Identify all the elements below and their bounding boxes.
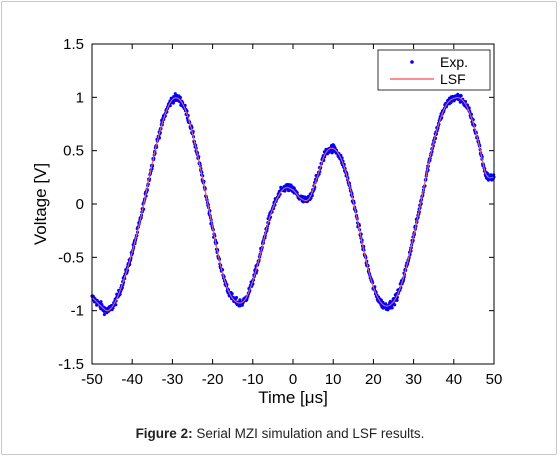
caption-text: Serial MZI simulation and LSF results. <box>192 426 425 441</box>
exp-point <box>102 312 106 317</box>
exp-point <box>234 296 239 300</box>
y-tick-label: 0 <box>76 196 84 213</box>
x-tick-label: 20 <box>365 371 382 388</box>
x-tick-label: -40 <box>121 371 143 388</box>
legend-exp-label: Exp. <box>440 54 468 70</box>
y-tick-label: 0.5 <box>63 143 84 160</box>
exp-point <box>388 299 392 303</box>
exp-point <box>240 303 244 307</box>
y-tick-label: 1.5 <box>63 36 84 53</box>
exp-point <box>114 303 118 307</box>
y-tick-label: -0.5 <box>58 249 84 266</box>
exp-point <box>486 172 490 176</box>
x-tick-label: -30 <box>162 371 184 388</box>
y-tick-label: -1 <box>71 303 84 320</box>
caption-label: Figure 2: <box>135 426 193 441</box>
x-tick-label: 30 <box>405 371 422 388</box>
exp-point <box>230 292 234 296</box>
y-tick-label: -1.5 <box>58 356 84 373</box>
lsf-fit-line-overlay <box>91 97 495 312</box>
legend-fit-label: LSF <box>440 71 466 87</box>
x-tick-label: 50 <box>486 371 503 388</box>
x-tick-label: -10 <box>242 371 264 388</box>
x-tick-label: 0 <box>289 371 297 388</box>
exp-point <box>393 303 397 307</box>
legend-exp-marker <box>410 60 414 64</box>
y-axis-label: Voltage [V] <box>31 163 50 245</box>
exp-point <box>178 96 183 100</box>
exp-point <box>292 186 296 190</box>
exp-point <box>456 92 460 96</box>
x-tick-labels: -50 -40 -30 -20 -10 0 10 20 30 40 50 <box>81 371 502 388</box>
exp-point <box>390 306 394 310</box>
y-tick-label: 1 <box>76 89 84 106</box>
experimental-layer <box>90 92 496 317</box>
exp-point <box>283 189 287 193</box>
x-tick-label: 10 <box>325 371 342 388</box>
exp-point <box>99 300 103 304</box>
x-tick-label: -20 <box>202 371 224 388</box>
chart-svg: -50 -40 -30 -20 -10 0 10 20 30 40 50 1.5 1 0.5 0 -0.5 -… <box>31 36 502 407</box>
x-tick-label: 40 <box>445 371 462 388</box>
x-tick-label: -50 <box>81 371 103 388</box>
x-axis-label: Time [μs] <box>258 388 328 407</box>
legend: Exp. LSF <box>377 49 491 91</box>
exp-point <box>238 298 242 302</box>
axes-box <box>91 43 495 365</box>
lsf-fit-line <box>91 96 495 312</box>
exp-point <box>381 300 385 304</box>
ticks-layer <box>91 43 495 365</box>
exp-point <box>100 303 104 307</box>
y-tick-labels: 1.5 1 0.5 0 -0.5 -1 -1.5 <box>58 36 84 373</box>
figure-caption: Figure 2: Serial MZI simulation and LSF … <box>0 426 560 441</box>
exp-point <box>171 101 175 105</box>
fit-layer <box>91 96 495 312</box>
exp-point <box>395 298 399 302</box>
legend-box <box>377 49 491 91</box>
exp-point <box>459 94 463 98</box>
exp-point <box>379 298 383 302</box>
